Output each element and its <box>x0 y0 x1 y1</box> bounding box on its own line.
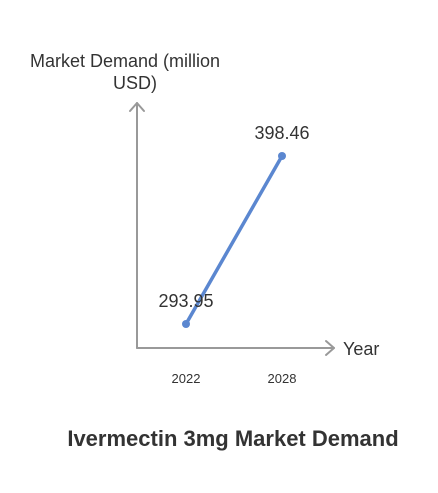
series-line <box>184 154 284 326</box>
data-label-2028: 398.46 <box>254 123 309 143</box>
data-point-2022 <box>182 320 190 328</box>
x-tick-2022: 2022 <box>172 371 201 386</box>
data-label-2022: 293.95 <box>158 291 213 311</box>
y-axis-arrow <box>129 102 145 112</box>
chart-title: Ivermectin 3mg Market Demand <box>67 426 398 451</box>
y-axis-title-line2: USD) <box>113 73 157 93</box>
x-tick-2028: 2028 <box>268 371 297 386</box>
axes <box>129 102 335 356</box>
y-axis-title-line1: Market Demand (million <box>30 51 220 71</box>
x-axis-arrow <box>325 340 335 356</box>
x-axis-title: Year <box>343 339 379 359</box>
data-point-2028 <box>278 152 286 160</box>
